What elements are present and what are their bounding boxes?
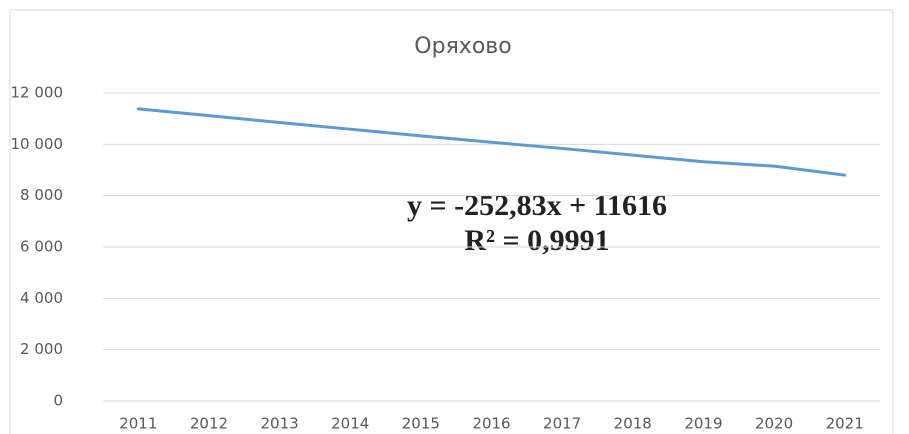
y-tick-label: 4 000 [20,289,63,307]
y-tick-label: 10 000 [11,135,64,153]
r-squared: R² = 0,9991 [464,224,609,257]
y-tick-label: 0 [53,392,63,410]
x-tick-label: 2021 [826,415,864,433]
chart-title: Оряхово [414,34,511,59]
x-tick-label: 2019 [684,415,722,433]
chart-frame [9,9,894,434]
x-tick-label: 2013 [260,415,298,433]
x-tick-label: 2017 [543,415,581,433]
x-tick-label: 2018 [614,415,652,433]
y-tick-label: 6 000 [20,238,63,256]
y-tick-label: 12 000 [11,84,64,102]
x-tick-label: 2016 [472,415,510,433]
x-tick-label: 2011 [119,415,157,433]
x-tick-label: 2012 [190,415,228,433]
trendline-equation: y = -252,83x + 11616 [407,189,667,222]
data-line [136,107,847,177]
y-tick-label: 8 000 [20,186,63,204]
y-tick-label: 2 000 [20,340,63,358]
x-tick-label: 2014 [331,415,369,433]
x-tick-label: 2020 [755,415,793,433]
x-tick-label: 2015 [402,415,440,433]
